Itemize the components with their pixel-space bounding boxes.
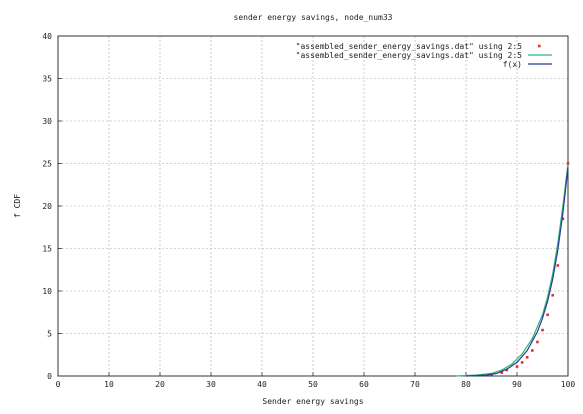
y-tick-label: 20 xyxy=(42,202,52,211)
legend-label: "assembled_sender_energy_savings.dat" us… xyxy=(296,51,523,60)
y-tick-label: 10 xyxy=(42,287,52,296)
series-2-line xyxy=(455,163,569,377)
ticks: 0 10 20 30 40 50 60 70 80 90 100 0 5 10 15 20 25 30 35 40 xyxy=(42,32,575,389)
y-tick-label: 25 xyxy=(42,160,52,169)
x-tick-label: 50 xyxy=(308,380,318,389)
x-tick-label: 40 xyxy=(257,380,267,389)
y-tick-label: 0 xyxy=(47,372,52,381)
x-tick-label: 10 xyxy=(104,380,114,389)
y-tick-label: 40 xyxy=(42,32,52,41)
y-tick-label: 35 xyxy=(42,75,52,84)
x-tick-label: 100 xyxy=(561,380,576,389)
x-tick-label: 70 xyxy=(410,380,420,389)
chart-title: sender energy savings, node_num33 xyxy=(234,13,393,22)
series-1-point xyxy=(515,365,519,368)
legend-swatch xyxy=(538,44,541,48)
legend: "assembled_sender_energy_savings.dat" us… xyxy=(296,42,552,69)
series-layer xyxy=(455,162,570,377)
x-axis-label: Sender energy savings xyxy=(262,397,363,406)
x-tick-label: 90 xyxy=(512,380,522,389)
series-3-line xyxy=(465,167,569,377)
legend-label: f(x) xyxy=(503,60,522,69)
y-axis-label: f CDF xyxy=(13,194,22,218)
series-1-point xyxy=(561,217,565,221)
y-tick-label: 5 xyxy=(47,330,52,339)
series-1-point xyxy=(546,313,549,317)
series-1-point xyxy=(525,356,529,359)
legend-label: "assembled_sender_energy_savings.dat" us… xyxy=(296,42,523,51)
series-1-point xyxy=(541,328,544,332)
series-1-point xyxy=(531,349,534,352)
series-1-point xyxy=(551,293,554,297)
x-tick-label: 60 xyxy=(359,380,369,389)
x-tick-label: 30 xyxy=(206,380,216,389)
series-1-point xyxy=(536,340,539,344)
series-1-point xyxy=(556,264,560,267)
x-tick-label: 0 xyxy=(56,380,61,389)
x-tick-label: 80 xyxy=(461,380,471,389)
grid xyxy=(57,35,569,377)
y-tick-label: 15 xyxy=(42,245,52,254)
y-tick-label: 30 xyxy=(42,117,52,126)
series-1-point xyxy=(505,368,509,372)
series-1-point xyxy=(520,361,524,364)
x-tick-label: 20 xyxy=(155,380,165,389)
series-1-point xyxy=(500,371,503,374)
